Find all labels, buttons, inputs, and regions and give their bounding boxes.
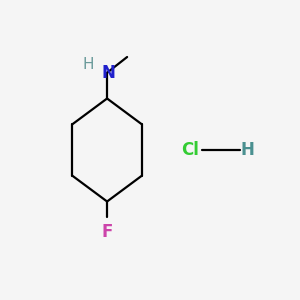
- Text: Cl: Cl: [181, 141, 199, 159]
- Text: F: F: [101, 223, 113, 241]
- Text: H: H: [83, 57, 94, 72]
- Text: H: H: [240, 141, 254, 159]
- Text: N: N: [102, 64, 116, 82]
